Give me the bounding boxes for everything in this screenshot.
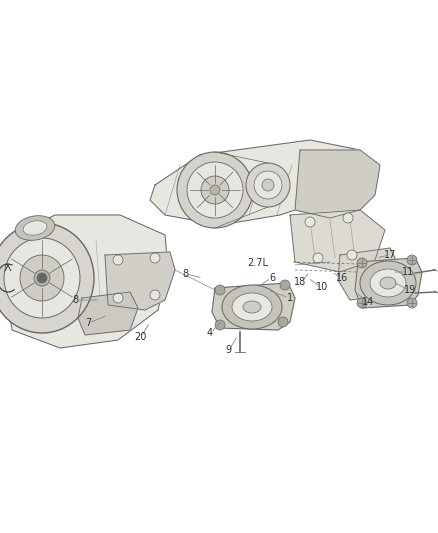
Ellipse shape xyxy=(406,255,416,265)
Polygon shape xyxy=(150,140,359,225)
Polygon shape xyxy=(5,215,168,348)
Ellipse shape xyxy=(0,223,94,333)
Text: 7: 7 xyxy=(85,318,91,328)
Text: 4: 4 xyxy=(206,328,212,338)
Ellipse shape xyxy=(231,293,272,321)
Text: 17: 17 xyxy=(383,250,395,260)
Text: 9: 9 xyxy=(224,345,230,355)
Ellipse shape xyxy=(150,290,159,300)
Ellipse shape xyxy=(222,285,281,329)
Text: 8: 8 xyxy=(72,295,78,305)
Ellipse shape xyxy=(243,301,261,313)
Ellipse shape xyxy=(209,185,219,195)
Ellipse shape xyxy=(254,171,281,199)
Ellipse shape xyxy=(356,258,366,268)
Polygon shape xyxy=(212,283,294,330)
Ellipse shape xyxy=(113,255,123,265)
Text: 16: 16 xyxy=(335,273,347,283)
Text: 10: 10 xyxy=(315,282,327,292)
Ellipse shape xyxy=(4,238,80,318)
Ellipse shape xyxy=(187,162,243,218)
Text: 19: 19 xyxy=(403,285,415,295)
Ellipse shape xyxy=(261,179,273,191)
Ellipse shape xyxy=(359,261,415,305)
Ellipse shape xyxy=(245,163,290,207)
Text: 18: 18 xyxy=(293,277,305,287)
Ellipse shape xyxy=(406,298,416,308)
Text: 20: 20 xyxy=(134,332,146,342)
Ellipse shape xyxy=(177,152,252,228)
Polygon shape xyxy=(337,248,399,300)
Polygon shape xyxy=(78,292,138,335)
Polygon shape xyxy=(105,252,175,310)
Ellipse shape xyxy=(150,253,159,263)
Ellipse shape xyxy=(277,317,287,327)
Ellipse shape xyxy=(113,293,123,303)
Ellipse shape xyxy=(346,250,356,260)
Text: 11: 11 xyxy=(401,267,413,277)
Polygon shape xyxy=(354,258,421,308)
Ellipse shape xyxy=(20,255,64,301)
Ellipse shape xyxy=(304,217,314,227)
Ellipse shape xyxy=(37,273,47,283)
Ellipse shape xyxy=(279,280,290,290)
Ellipse shape xyxy=(23,221,47,235)
Polygon shape xyxy=(290,210,384,272)
Ellipse shape xyxy=(379,277,395,289)
Text: 8: 8 xyxy=(181,269,187,279)
Text: 6: 6 xyxy=(268,273,275,283)
Ellipse shape xyxy=(15,216,55,240)
Ellipse shape xyxy=(215,320,225,330)
Ellipse shape xyxy=(312,253,322,263)
Ellipse shape xyxy=(356,298,366,308)
Polygon shape xyxy=(294,150,379,218)
Ellipse shape xyxy=(34,270,50,286)
Text: 14: 14 xyxy=(361,297,373,307)
Text: 2.7L: 2.7L xyxy=(247,258,268,268)
Ellipse shape xyxy=(342,213,352,223)
Ellipse shape xyxy=(369,269,405,297)
Ellipse shape xyxy=(215,285,225,295)
Text: 1: 1 xyxy=(286,293,293,303)
Ellipse shape xyxy=(201,176,229,204)
